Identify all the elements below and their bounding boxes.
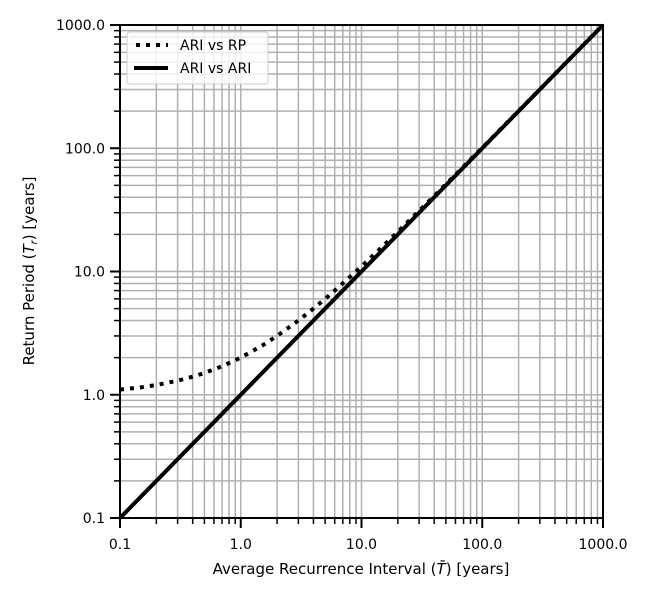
y-tick-label: 1.0 xyxy=(83,388,105,404)
y-tick-label: 0.1 xyxy=(83,511,105,527)
y-tick-label: 1000.0 xyxy=(56,18,105,34)
y-axis-label: Return Period (Tr) [years] xyxy=(20,177,40,366)
x-tick-label: 100.0 xyxy=(462,537,502,553)
x-tick-label: 1.0 xyxy=(230,537,252,553)
grid xyxy=(119,25,603,519)
y-tick-label: 10.0 xyxy=(74,265,105,281)
x-tick-label: 1000.0 xyxy=(579,537,628,553)
x-axis-label: Average Recurrence Interval (T̄) [years] xyxy=(213,559,510,578)
ticks: 0.1 1.0 10.0 100.0 1000.0 0.1 1.0 10.0 100.0 1000… xyxy=(56,18,628,553)
legend-label-ari-vs-rp: ARI vs RP xyxy=(180,38,246,54)
x-tick-label: 10.0 xyxy=(346,537,377,553)
series-line-ari-vs-ari xyxy=(118,23,605,520)
series-line-ari-vs-rp xyxy=(119,23,605,392)
x-tick-label: 0.1 xyxy=(109,537,131,553)
legend-label-ari-vs-ari: ARI vs ARI xyxy=(180,61,251,77)
legend: ARI vs RP ARI vs ARI xyxy=(126,31,269,85)
legend-box xyxy=(126,31,269,85)
y-tick-label: 100.0 xyxy=(65,141,105,157)
series-group xyxy=(118,23,605,520)
